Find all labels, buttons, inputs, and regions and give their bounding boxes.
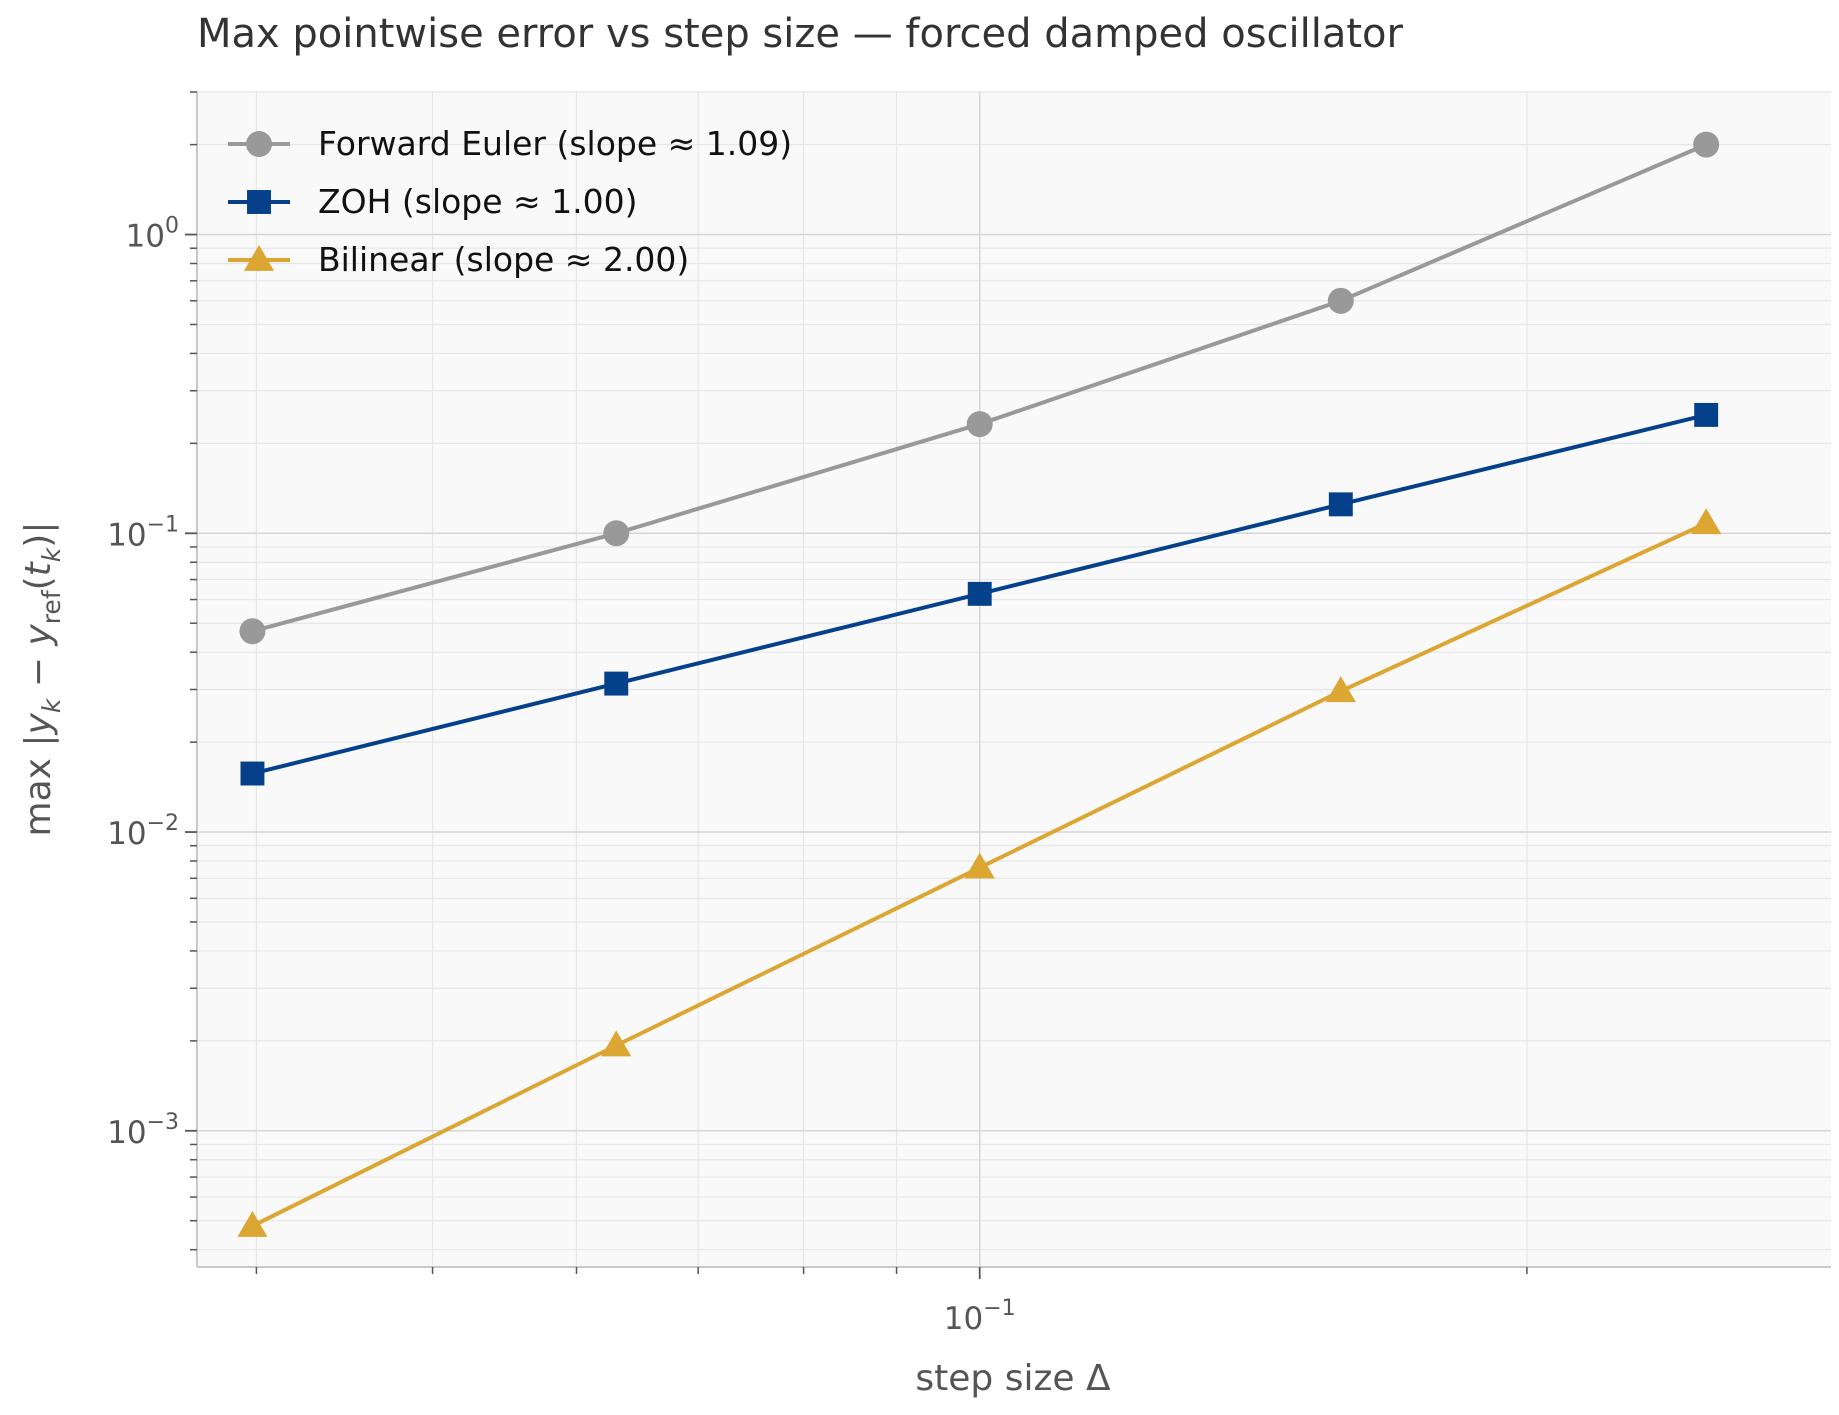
data-point (966, 411, 993, 438)
legend-item: Bilinear (slope ≈ 2.00) (228, 240, 689, 279)
y-ticks: 100 10−1 10−2 10−3 (107, 91, 197, 1251)
data-point (604, 671, 629, 696)
x-tick-label: 10−1 (944, 1296, 1016, 1337)
legend-marker (243, 244, 275, 271)
legend-label: Forward Euler (slope ≈ 1.09) (318, 124, 792, 163)
data-point (1325, 676, 1356, 703)
data-point (240, 761, 265, 786)
minor-grid (197, 91, 1831, 1267)
chart-title: Max pointwise error vs step size — force… (197, 11, 1404, 57)
series-layer (237, 131, 1722, 1237)
data-point (1691, 508, 1722, 535)
x-axis-label: step size Δ (915, 1358, 1111, 1399)
legend-item: ZOH (slope ≈ 1.00) (228, 182, 638, 221)
series-circle (239, 131, 1720, 645)
data-point (1694, 402, 1719, 427)
data-point (967, 581, 992, 606)
data-point (964, 852, 995, 879)
y-tick-label: 100 (126, 214, 179, 255)
data-point (601, 1030, 632, 1057)
data-point (239, 618, 266, 645)
major-grid (197, 92, 1831, 1267)
legend-label: Bilinear (slope ≈ 2.00) (318, 240, 689, 279)
data-point (1327, 287, 1354, 314)
series-triangle (237, 508, 1722, 1237)
y-tick-label: 10−2 (107, 811, 179, 852)
legend-label: ZOH (slope ≈ 1.00) (318, 182, 638, 221)
y-tick-label: 10−3 (107, 1110, 179, 1151)
y-tick-label: 10−1 (107, 512, 179, 553)
series-square (240, 402, 1719, 786)
plot-area (197, 92, 1831, 1267)
data-point (1693, 131, 1720, 158)
legend-item: Forward Euler (slope ≈ 1.09) (228, 124, 792, 163)
data-point (603, 520, 630, 547)
legend-marker (247, 190, 271, 214)
x-ticks: 10−1 (255, 1267, 1528, 1337)
data-point (1328, 492, 1353, 517)
legend: Forward Euler (slope ≈ 1.09) ZOH (slope ≈… (228, 124, 792, 279)
y-axis-label: max |yk − yref(tk)| (18, 522, 66, 837)
data-point (237, 1210, 268, 1237)
legend-marker (246, 131, 272, 157)
